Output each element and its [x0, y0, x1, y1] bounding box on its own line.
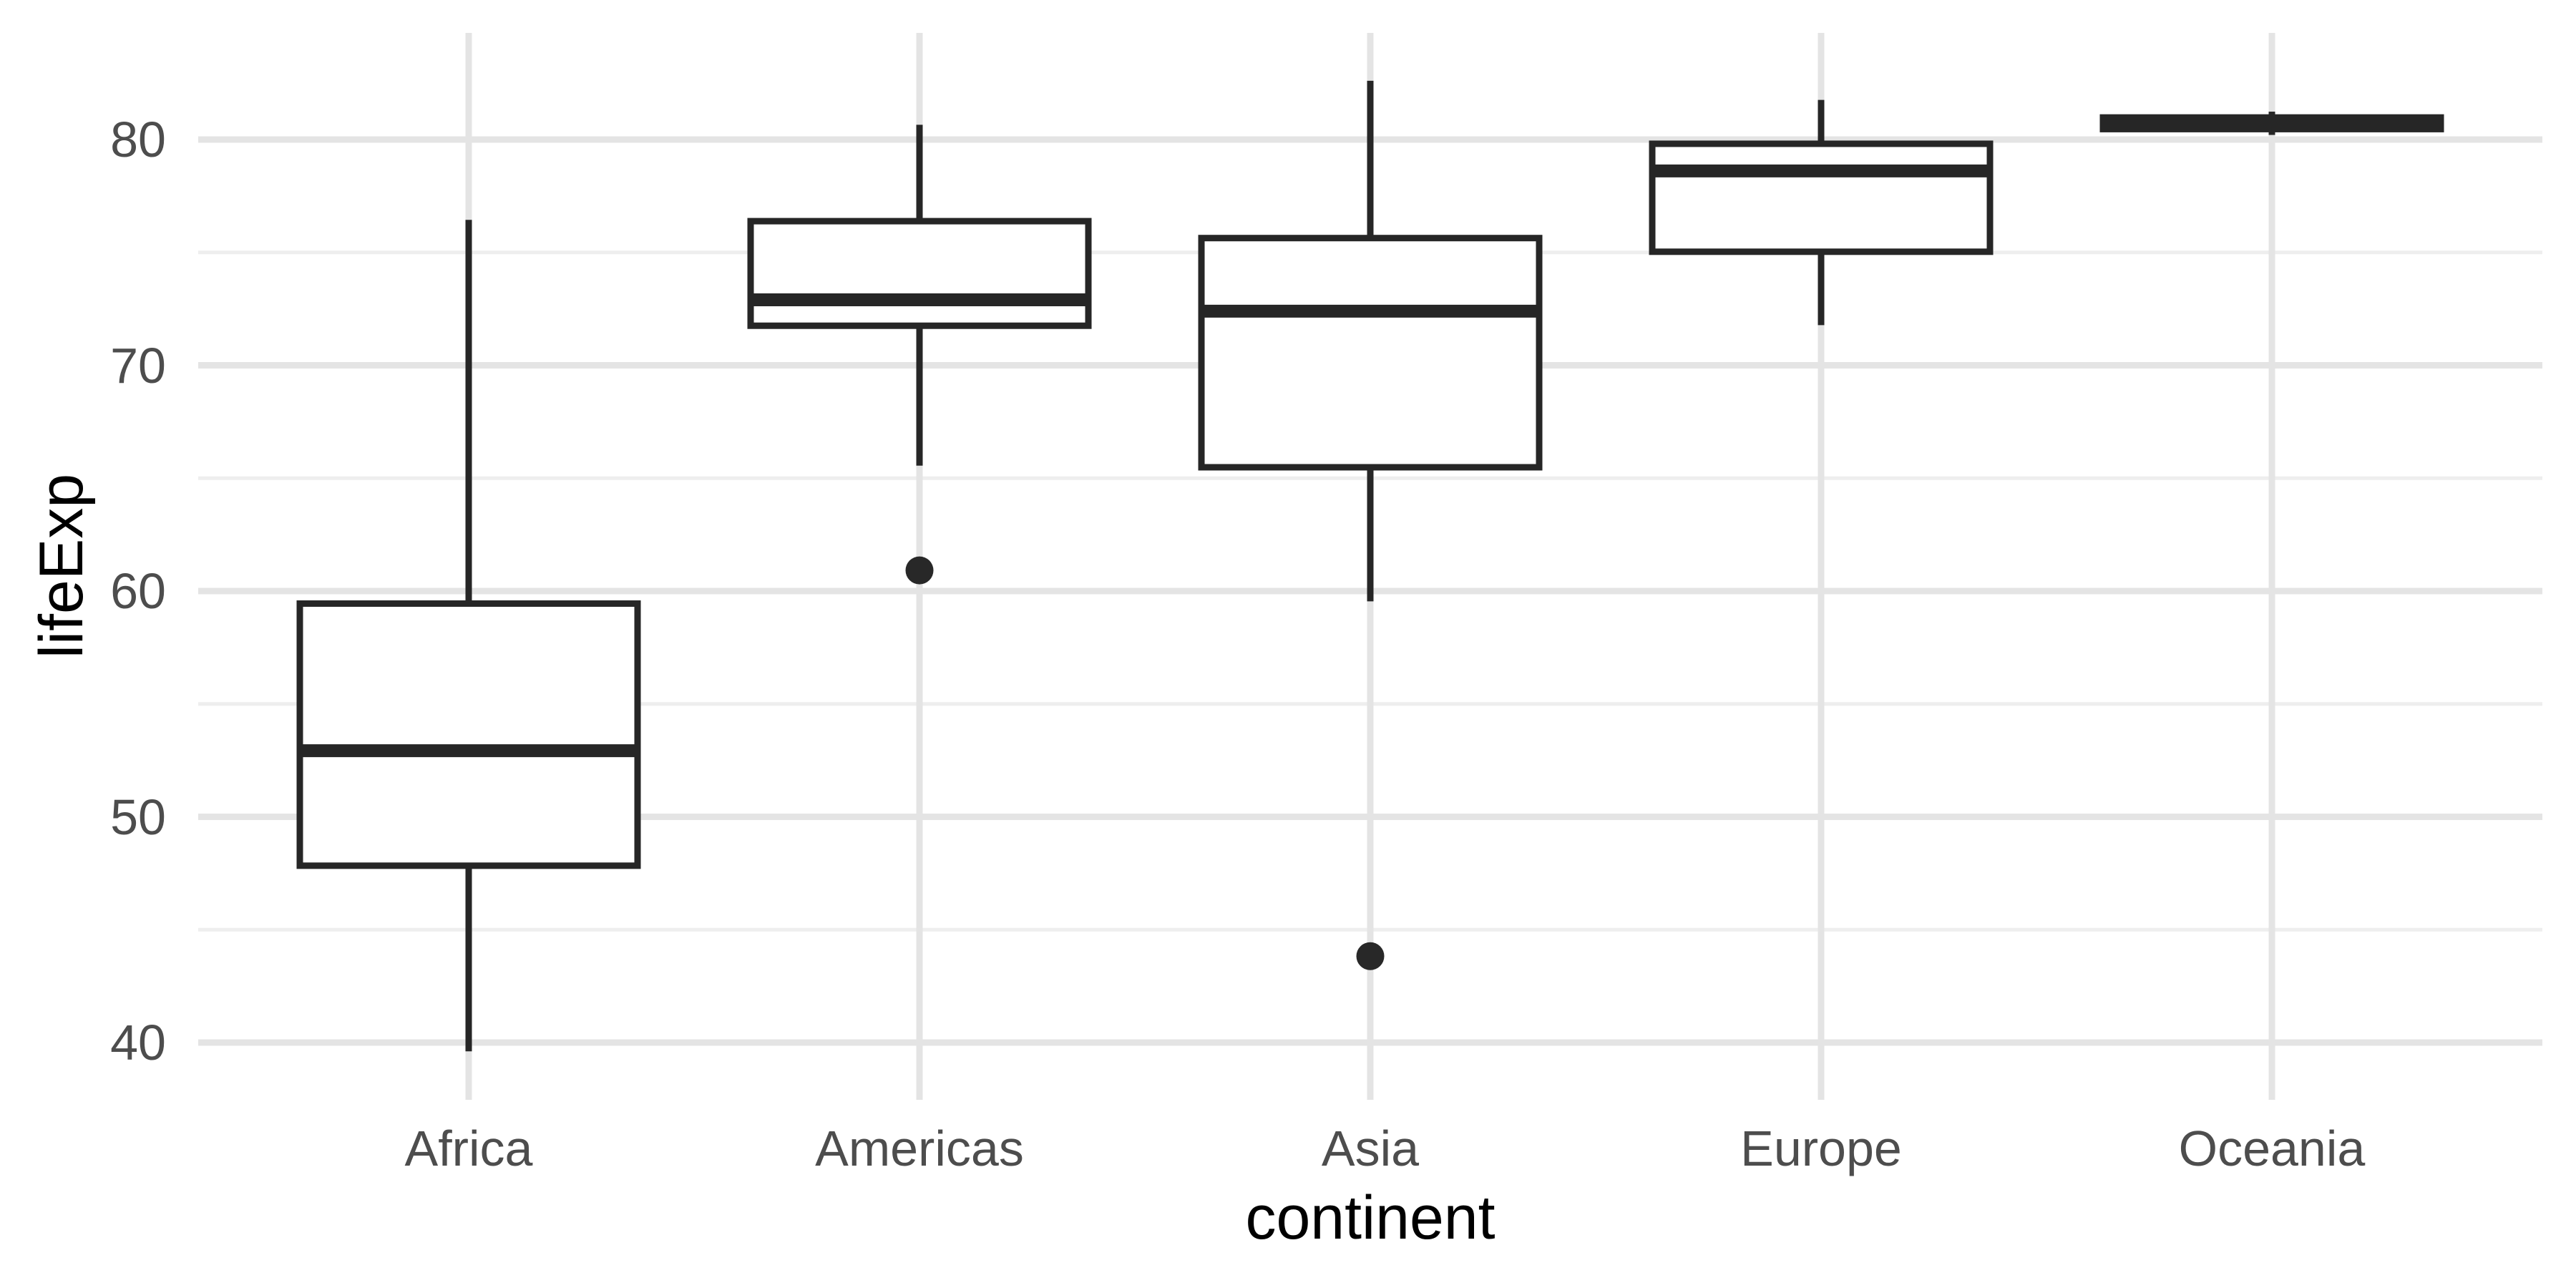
box-africa	[296, 600, 641, 869]
box-asia	[1198, 235, 1543, 471]
x-tick-label-americas: Americas	[815, 1121, 1024, 1176]
y-axis-title: lifeExp	[27, 473, 96, 659]
x-tick-label-europe: Europe	[1740, 1121, 1902, 1176]
y-tick-label-80: 80	[110, 112, 166, 167]
x-tick-label-asia: Asia	[1321, 1121, 1420, 1176]
x-tick-label-oceania: Oceania	[2178, 1121, 2366, 1176]
y-tick-label-60: 60	[110, 563, 166, 619]
x-axis-title: continent	[1245, 1184, 1496, 1252]
box-europe	[1649, 140, 1994, 255]
outlier-point-asia	[1356, 942, 1385, 970]
outlier-point-americas	[905, 556, 934, 585]
y-tick-label-50: 50	[110, 789, 166, 845]
y-tick-label-40: 40	[110, 1015, 166, 1070]
x-tick-label-africa: Africa	[404, 1121, 533, 1176]
y-tick-label-70: 70	[110, 337, 166, 394]
box-americas	[747, 218, 1092, 329]
